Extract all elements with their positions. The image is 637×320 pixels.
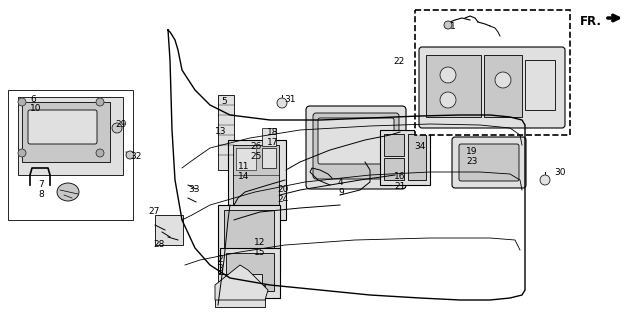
Bar <box>415 10 570 135</box>
Text: 16: 16 <box>394 172 406 181</box>
Text: 12: 12 <box>254 238 266 247</box>
Text: 8: 8 <box>38 190 44 199</box>
Ellipse shape <box>57 183 79 201</box>
Text: 31: 31 <box>284 95 296 104</box>
Text: 15: 15 <box>254 248 266 257</box>
Circle shape <box>495 72 511 88</box>
Text: 20: 20 <box>277 185 289 194</box>
FancyBboxPatch shape <box>313 113 399 179</box>
Text: 14: 14 <box>238 172 249 181</box>
FancyBboxPatch shape <box>419 47 565 128</box>
FancyBboxPatch shape <box>306 106 406 189</box>
Text: 6: 6 <box>30 95 36 104</box>
Bar <box>226 253 274 291</box>
Text: FR.: FR. <box>580 15 602 28</box>
Circle shape <box>96 149 104 157</box>
Text: 22: 22 <box>393 57 404 66</box>
Bar <box>236 148 256 170</box>
FancyBboxPatch shape <box>318 118 394 164</box>
Text: 9: 9 <box>338 188 344 197</box>
Bar <box>384 134 404 156</box>
Bar <box>220 248 280 298</box>
Bar <box>22 102 110 162</box>
Bar <box>525 60 555 110</box>
Text: 24: 24 <box>277 195 289 204</box>
FancyBboxPatch shape <box>459 144 519 181</box>
Text: 7: 7 <box>38 180 44 189</box>
Text: 33: 33 <box>188 185 199 194</box>
Polygon shape <box>215 265 268 300</box>
Bar <box>18 97 123 175</box>
Bar <box>224 210 274 265</box>
Circle shape <box>18 149 26 157</box>
Text: 2: 2 <box>217 255 222 264</box>
Bar <box>262 148 276 168</box>
Bar <box>8 90 133 220</box>
Bar <box>218 274 262 286</box>
Text: 23: 23 <box>466 157 477 166</box>
Circle shape <box>96 98 104 106</box>
Circle shape <box>440 67 456 83</box>
Text: 19: 19 <box>466 147 478 156</box>
Bar <box>233 145 279 210</box>
Text: 3: 3 <box>217 264 223 273</box>
Text: 28: 28 <box>153 240 164 249</box>
FancyBboxPatch shape <box>452 137 526 188</box>
Text: 34: 34 <box>414 142 426 151</box>
Text: 18: 18 <box>267 128 278 137</box>
Bar <box>262 128 276 146</box>
Text: 29: 29 <box>115 120 126 129</box>
Text: 32: 32 <box>130 152 141 161</box>
Bar <box>484 55 522 117</box>
Text: 1: 1 <box>450 22 455 31</box>
Circle shape <box>540 175 550 185</box>
Bar <box>384 158 404 180</box>
Text: 10: 10 <box>30 104 41 113</box>
Text: 5: 5 <box>221 97 227 106</box>
Bar <box>228 140 286 220</box>
Text: 25: 25 <box>250 152 261 161</box>
FancyBboxPatch shape <box>28 110 97 144</box>
Circle shape <box>444 21 452 29</box>
Bar <box>408 134 426 180</box>
Text: 21: 21 <box>394 182 405 191</box>
Circle shape <box>440 92 456 108</box>
Text: 11: 11 <box>238 162 250 171</box>
Bar <box>380 130 430 185</box>
Text: 30: 30 <box>554 168 566 177</box>
Text: 4: 4 <box>338 178 343 187</box>
Bar <box>218 205 280 273</box>
Circle shape <box>18 98 26 106</box>
Bar <box>426 55 481 117</box>
Bar <box>215 285 265 307</box>
Circle shape <box>126 151 134 159</box>
Text: 13: 13 <box>215 127 227 136</box>
Bar <box>218 95 234 170</box>
Text: 27: 27 <box>148 207 159 216</box>
Circle shape <box>112 123 122 133</box>
Bar <box>155 215 183 245</box>
Text: 17: 17 <box>267 138 278 147</box>
Circle shape <box>277 98 287 108</box>
Text: 26: 26 <box>250 142 261 151</box>
